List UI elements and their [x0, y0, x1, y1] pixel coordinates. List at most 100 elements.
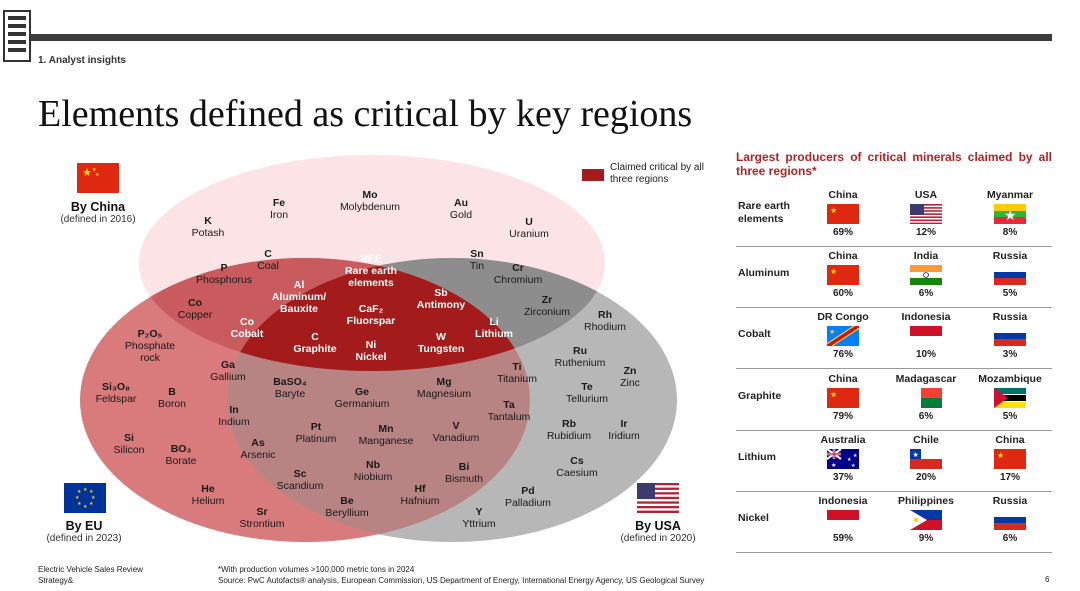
producer-cell: India 6% — [886, 250, 966, 299]
element-zinc: Zn Zinc — [620, 365, 640, 389]
element-platinum: Pt Platinum — [295, 421, 337, 445]
flag-eu-icon: ★ ★★★★★★★ — [64, 483, 106, 513]
svg-text:★: ★ — [830, 206, 837, 215]
footer-left: Electric Vehicle Sales Review Strategy& — [38, 565, 143, 585]
producer-country: USA — [914, 189, 938, 201]
element-caesium: Cs Caesium — [556, 455, 598, 479]
producer-cell: Russia 6% — [970, 495, 1050, 544]
element-niobium: Nb Niobium — [353, 459, 393, 483]
page-number: 6 — [1045, 575, 1050, 584]
element-titanium: Ti Titanium — [497, 361, 537, 385]
producer-row: Rare earth elements China ★ 69% USA 12% Myanma… — [736, 186, 1052, 247]
svg-text:★: ★ — [829, 328, 835, 336]
producer-share: 5% — [1002, 410, 1018, 422]
mineral-label: Cobalt — [738, 328, 771, 341]
flag-mozambique-icon — [994, 387, 1026, 408]
document-logo-icon — [3, 10, 31, 62]
element-phosphorus: P Phosphorus — [195, 262, 253, 286]
producer-country: China — [828, 372, 858, 385]
element-helium: He Helium — [191, 483, 225, 507]
element-tungsten: W Tungsten — [417, 331, 465, 355]
producer-cell: Myanmar ★ 8% — [970, 189, 1050, 238]
svg-text:★: ★ — [83, 504, 88, 510]
element-bismuth: Bi Bismuth — [445, 461, 483, 485]
producer-cell: Mozambique 5% — [970, 373, 1050, 422]
section-label: 1. Analyst insights — [38, 55, 126, 66]
element-uranium: U Uranium — [509, 216, 549, 240]
flag-indonesia-icon — [910, 326, 942, 347]
producer-country: Myanmar — [986, 189, 1034, 201]
svg-text:★: ★ — [1004, 207, 1017, 223]
producer-cell: China ★ 79% — [803, 373, 883, 422]
element-borate: BO₃ Borate — [165, 443, 197, 467]
producer-country: Russia — [992, 311, 1028, 324]
producers-title: Largest producers of critical minerals c… — [736, 150, 1052, 178]
svg-text:★: ★ — [82, 167, 92, 179]
element-silicon: Si Silicon — [113, 432, 145, 456]
element-strontium: Sr Strontium — [239, 506, 285, 530]
element-germanium: Ge Germanium — [334, 386, 390, 410]
flag-indonesia-icon — [827, 510, 859, 530]
element-boron: B Boron — [157, 386, 187, 410]
producer-share: 12% — [915, 227, 936, 238]
element-hafnium: Hf Hafnium — [400, 483, 440, 507]
flag-china-icon: ★ — [827, 387, 859, 408]
element-ruthenium: Ru Ruthenium — [554, 345, 606, 369]
flag-russia-icon — [994, 265, 1026, 286]
element-palladium: Pd Palladium — [504, 485, 552, 509]
producer-country: Russia — [992, 495, 1028, 507]
svg-text:★: ★ — [95, 172, 100, 178]
flag-myanmar-icon: ★ — [994, 204, 1026, 224]
region-eu-label: By EU (defined in 2023) — [46, 519, 122, 544]
producer-cell: USA 12% — [886, 189, 966, 238]
producer-row: Cobalt DR Congo ★ 76% Indonesia 10% Russia 3% — [736, 308, 1052, 370]
producer-row: Lithium Australia ★ ★ ★ ★ 37% Chile ★ 20% China ★ 17… — [736, 431, 1052, 492]
element-iron: Fe Iron — [269, 197, 289, 221]
producer-cell: Chile ★ 20% — [886, 434, 966, 483]
element-ree: REE Rare earth elements — [345, 253, 397, 289]
producer-share: 76% — [832, 349, 853, 361]
producer-share: 6% — [918, 410, 934, 422]
producer-share: 10% — [915, 349, 936, 361]
producer-cell: Russia 5% — [970, 250, 1050, 299]
producer-share: 59% — [832, 533, 853, 544]
element-baryte: BaSO₄ Baryte — [273, 376, 307, 400]
element-aluminum: Al Aluminum/ Bauxite — [271, 279, 327, 315]
producer-share: 5% — [1002, 288, 1018, 300]
svg-text:★: ★ — [830, 390, 837, 399]
element-manganese: Mn Manganese — [358, 423, 414, 447]
flag-china-icon: ★ — [827, 265, 859, 286]
element-gallium: Ga Gallium — [210, 359, 246, 383]
svg-text:★: ★ — [77, 501, 82, 507]
producer-cell: Indonesia 10% — [886, 311, 966, 360]
producer-row: Graphite China ★ 79% Madagascar 6% Mozambique 5… — [736, 370, 1052, 431]
element-tellurium: Te Tellurium — [565, 381, 609, 405]
svg-text:★: ★ — [997, 451, 1004, 460]
element-tin: Sn Tin — [469, 248, 485, 272]
producer-country: China — [995, 433, 1025, 446]
flag-australia-icon: ★★★★ — [827, 448, 859, 469]
producer-cell: China ★ 60% — [803, 250, 883, 299]
element-nickel: Ni Nickel — [355, 339, 387, 363]
svg-text:★: ★ — [89, 489, 94, 495]
element-potash: K Potash — [191, 215, 225, 239]
producer-country: India — [913, 250, 939, 263]
flag-chile-icon: ★ — [910, 448, 942, 469]
producer-cell: China ★ 69% — [803, 189, 883, 238]
producer-share: 60% — [832, 288, 853, 300]
svg-text:★: ★ — [913, 451, 919, 459]
producer-share: 37% — [832, 471, 853, 483]
svg-text:★: ★ — [91, 495, 96, 501]
svg-text:★: ★ — [853, 453, 858, 459]
legend-label: Claimed critical by all three regions — [610, 162, 704, 185]
producer-share: 69% — [832, 227, 853, 238]
element-yttrium: Y Yttrium — [462, 506, 496, 530]
producer-share: 20% — [915, 471, 936, 483]
flag-china-icon: ★ — [827, 204, 859, 224]
mineral-label: Lithium — [738, 450, 776, 463]
mineral-label: Graphite — [738, 389, 782, 402]
flag-madagascar-icon — [910, 387, 942, 408]
producer-country: Russia — [992, 250, 1028, 263]
element-phosphate-rock: P₂O₅ Phosphate rock — [124, 328, 176, 364]
